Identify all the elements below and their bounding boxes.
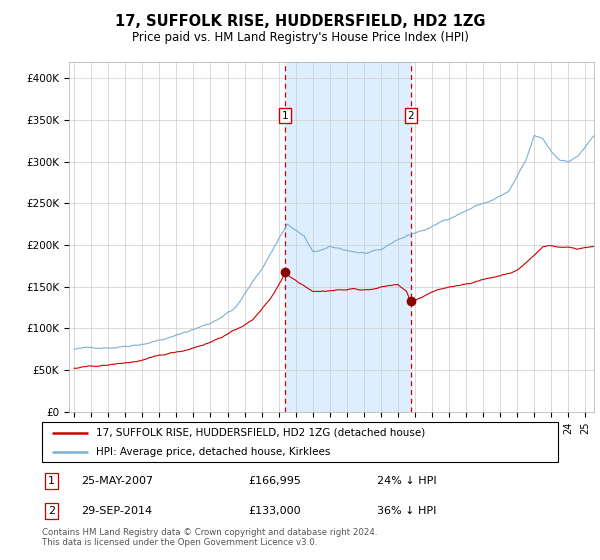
Text: HPI: Average price, detached house, Kirklees: HPI: Average price, detached house, Kirk… xyxy=(96,447,331,457)
Text: Price paid vs. HM Land Registry's House Price Index (HPI): Price paid vs. HM Land Registry's House … xyxy=(131,31,469,44)
Text: 1: 1 xyxy=(48,475,55,486)
Text: 17, SUFFOLK RISE, HUDDERSFIELD, HD2 1ZG (detached house): 17, SUFFOLK RISE, HUDDERSFIELD, HD2 1ZG … xyxy=(96,428,425,438)
Text: 2: 2 xyxy=(48,506,55,516)
Text: 36% ↓ HPI: 36% ↓ HPI xyxy=(377,506,437,516)
Text: 2: 2 xyxy=(407,111,414,121)
Text: 29-SEP-2014: 29-SEP-2014 xyxy=(80,506,152,516)
Text: £166,995: £166,995 xyxy=(248,475,301,486)
Bar xyxy=(285,62,411,412)
Text: 1: 1 xyxy=(282,111,289,121)
Text: £133,000: £133,000 xyxy=(248,506,301,516)
Text: Contains HM Land Registry data © Crown copyright and database right 2024.
This d: Contains HM Land Registry data © Crown c… xyxy=(42,528,377,547)
Text: 25-MAY-2007: 25-MAY-2007 xyxy=(80,475,153,486)
Text: 24% ↓ HPI: 24% ↓ HPI xyxy=(377,475,437,486)
Text: 17, SUFFOLK RISE, HUDDERSFIELD, HD2 1ZG: 17, SUFFOLK RISE, HUDDERSFIELD, HD2 1ZG xyxy=(115,14,485,29)
